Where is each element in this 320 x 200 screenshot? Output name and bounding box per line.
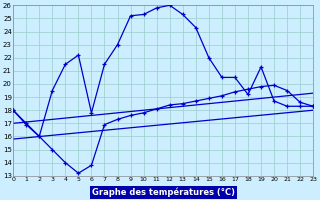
- X-axis label: Graphe des températures (°C): Graphe des températures (°C): [92, 188, 235, 197]
